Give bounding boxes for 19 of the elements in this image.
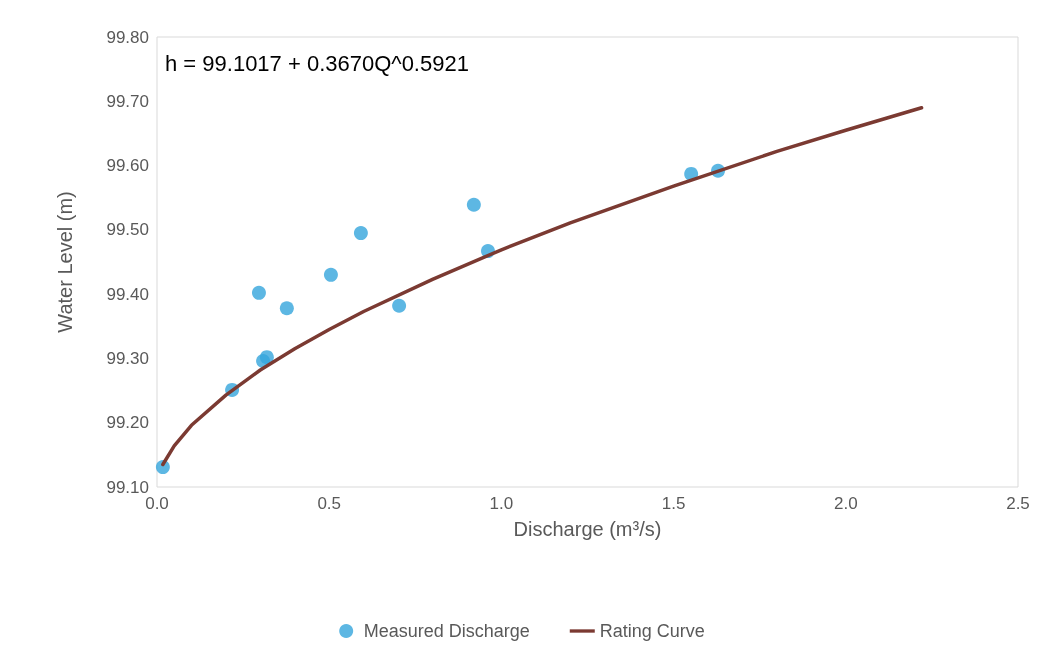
y-tick-label: 99.70 (106, 91, 149, 111)
x-tick-label: 1.0 (489, 494, 514, 513)
y-tick-label: 99.30 (106, 348, 149, 368)
y-tick-label: 99.40 (106, 284, 149, 304)
legend-label: Measured Discharge (363, 621, 530, 641)
x-tick-label: 0.5 (317, 494, 342, 513)
x-tick-label: 2.5 (1006, 494, 1030, 513)
x-tick-label: 0.0 (145, 494, 169, 513)
y-tick-label: 99.10 (106, 477, 149, 497)
y-axis-title: Water Level (m) (54, 191, 76, 333)
y-tick-label: 99.50 (106, 220, 149, 240)
x-axis-title: Discharge (m³/s) (513, 518, 662, 540)
y-tick-label: 99.80 (106, 27, 149, 47)
x-tick-label: 1.5 (661, 494, 686, 513)
y-tick-label: 99.20 (106, 413, 149, 433)
y-tick-label: 99.60 (106, 156, 149, 176)
legend-label: Rating Curve (599, 621, 705, 641)
x-tick-label: 2.0 (833, 494, 858, 513)
annotation: h = 99.1017 + 0.3670Q^0.5921 (165, 50, 469, 76)
